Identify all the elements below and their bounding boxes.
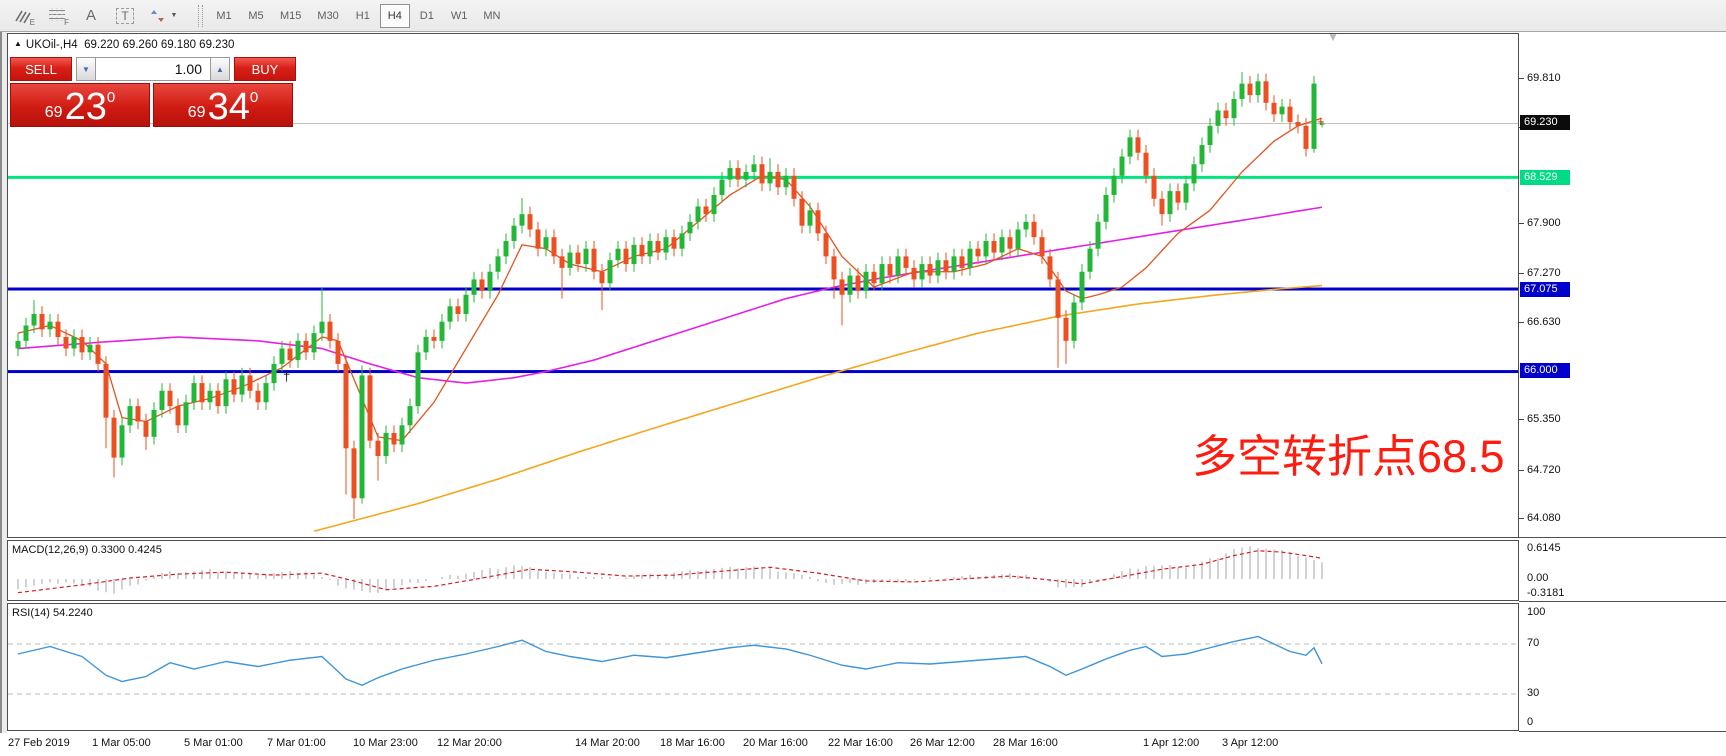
ask-pipette: 0 [249, 89, 259, 106]
time-axis-label: 22 Mar 16:00 [828, 737, 893, 749]
price-badge: 66.000 [1520, 363, 1570, 378]
timeframe-button-m1[interactable]: M1 [216, 9, 232, 22]
chart-annotation-text: 多空转折点68.5 [1192, 431, 1505, 482]
price-tick-label: 64.080 [1527, 512, 1561, 524]
bid-price-panel[interactable]: 69 23 0 [10, 83, 150, 127]
ask-pips: 34 [207, 85, 250, 128]
candlestick-chart-canvas[interactable] [8, 34, 1518, 537]
toolbar: E F A T ▼ M1 M5 M15 M30 H1 H4 D1 W1 MN [0, 0, 1726, 32]
price-tick-mark [1519, 518, 1524, 519]
rsi-scale-label: 30 [1527, 687, 1540, 699]
price-tick-label: 67.270 [1527, 267, 1561, 279]
macd-canvas[interactable] [8, 541, 1518, 600]
charts-tool-icon[interactable]: E [8, 4, 38, 28]
text-box-icon[interactable]: T [110, 4, 140, 28]
indicators-caret-icon: ▼ [170, 12, 178, 19]
time-axis[interactable]: 27 Feb 2019 1 Mar 05:00 5 Mar 01:00 7 Mar 0… [0, 733, 1726, 756]
time-axis-label: 18 Mar 16:00 [660, 737, 725, 749]
time-axis-label: 28 Mar 16:00 [993, 737, 1058, 749]
timeframe-group: M1 M5 M15 M30 H1 H4 D1 W1 MN [209, 3, 509, 28]
toolbar-separator [198, 4, 203, 27]
bid-pips: 23 [64, 85, 107, 128]
symbol-triangle-icon: ▲ [14, 39, 22, 48]
price-tick-label: 66.630 [1527, 316, 1561, 328]
timeframe-button-d1[interactable]: D1 [419, 9, 434, 22]
price-tick-mark [1519, 78, 1524, 79]
price-tick-mark [1519, 322, 1524, 323]
macd-panel[interactable]: MACD(12,26,9) 0.3300 0.4245 [7, 540, 1519, 601]
ask-big-figure: 69 [187, 104, 206, 121]
timeframe-button-w1[interactable]: W1 [450, 9, 468, 22]
rsi-scale-label: 100 [1527, 606, 1546, 618]
ask-price-panel[interactable]: 69 34 0 [153, 83, 293, 127]
price-badge: 69.230 [1520, 115, 1570, 130]
time-axis-label: 3 Apr 12:00 [1222, 737, 1279, 749]
timeframe-button-h4[interactable]: H4 [379, 3, 410, 28]
text-label-icon[interactable]: A [85, 7, 96, 24]
charts-tool-letter: E [29, 17, 35, 27]
timeframe-button-m5[interactable]: M5 [248, 9, 264, 22]
rsi-canvas[interactable] [8, 604, 1518, 730]
bid-pipette: 0 [106, 89, 116, 106]
macd-scale-label: 0.6145 [1527, 542, 1561, 554]
price-tick-label: 64.720 [1527, 464, 1561, 476]
panel-separator [1519, 601, 1726, 602]
time-axis-label: 12 Mar 20:00 [437, 737, 502, 749]
panel-separator [1519, 537, 1726, 538]
volume-decrease-button[interactable]: ▼ [76, 57, 96, 81]
macd-scale-label: 0.00 [1527, 572, 1549, 584]
volume-increase-button[interactable]: ▲ [210, 57, 230, 81]
volume-input[interactable]: 1.00 [96, 57, 210, 81]
macd-label: MACD(12,26,9) 0.3300 0.4245 [12, 544, 162, 556]
time-axis-label: 5 Mar 01:00 [184, 737, 243, 749]
dagger-marker: † [283, 369, 291, 384]
chart-shift-arrow-icon[interactable]: ▼ [1327, 30, 1339, 44]
time-axis-label: 10 Mar 23:00 [353, 737, 418, 749]
time-axis-label: 14 Mar 20:00 [575, 737, 640, 749]
time-axis-label: 26 Mar 12:00 [910, 737, 975, 749]
one-click-trading-widget: SELL ▼ 1.00 ▲ BUY 69 23 0 69 34 0 [10, 57, 296, 127]
symbol-period-label: UKOil-,H4 [25, 39, 78, 51]
indicators-icon[interactable]: ▼ [144, 4, 184, 28]
grid-icon[interactable]: F [42, 4, 72, 28]
timeframe-button-m30[interactable]: M30 [317, 9, 339, 22]
ohlc-readout: 69.220 69.260 69.180 69.230 [84, 39, 235, 51]
last-price-cross-marker: + [1317, 114, 1325, 129]
macd-scale-label: -0.3181 [1527, 587, 1565, 599]
time-axis-label: 27 Feb 2019 [8, 737, 70, 749]
price-badge: 68.529 [1520, 170, 1570, 185]
price-scale-column[interactable]: 69.81069.18067.90067.27066.63065.35064.7… [1519, 33, 1726, 756]
rsi-label: RSI(14) 54.2240 [12, 607, 93, 619]
grid-icon-letter: F [64, 17, 69, 27]
time-axis-label: 20 Mar 16:00 [743, 737, 808, 749]
timeframe-button-mn[interactable]: MN [483, 9, 501, 22]
price-tick-mark [1519, 470, 1524, 471]
price-tick-label: 69.810 [1527, 72, 1561, 84]
buy-button[interactable]: BUY [234, 57, 296, 81]
rsi-scale-label: 70 [1527, 637, 1540, 649]
window-left-edge [0, 32, 7, 756]
time-axis-label: 7 Mar 01:00 [267, 737, 326, 749]
price-tick-mark [1519, 273, 1524, 274]
timeframe-button-h1[interactable]: H1 [355, 9, 370, 22]
rsi-panel[interactable]: RSI(14) 54.2240 [7, 603, 1519, 731]
price-badge: 67.075 [1520, 282, 1570, 297]
price-tick-mark [1519, 223, 1524, 224]
price-tick-mark [1519, 419, 1524, 420]
time-axis-label: 1 Mar 05:00 [92, 737, 151, 749]
timeframe-button-m15[interactable]: M15 [280, 9, 302, 22]
sell-button[interactable]: SELL [10, 57, 72, 81]
chart-header: ▲ UKOil-,H4 69.220 69.260 69.180 69.230 [14, 39, 234, 51]
time-axis-label: 1 Apr 12:00 [1143, 737, 1200, 749]
price-tick-label: 65.350 [1527, 413, 1561, 425]
rsi-scale-label: 0 [1527, 716, 1534, 728]
bid-big-figure: 69 [44, 104, 63, 121]
panel-separator [1519, 731, 1726, 732]
price-tick-label: 67.900 [1527, 217, 1561, 229]
